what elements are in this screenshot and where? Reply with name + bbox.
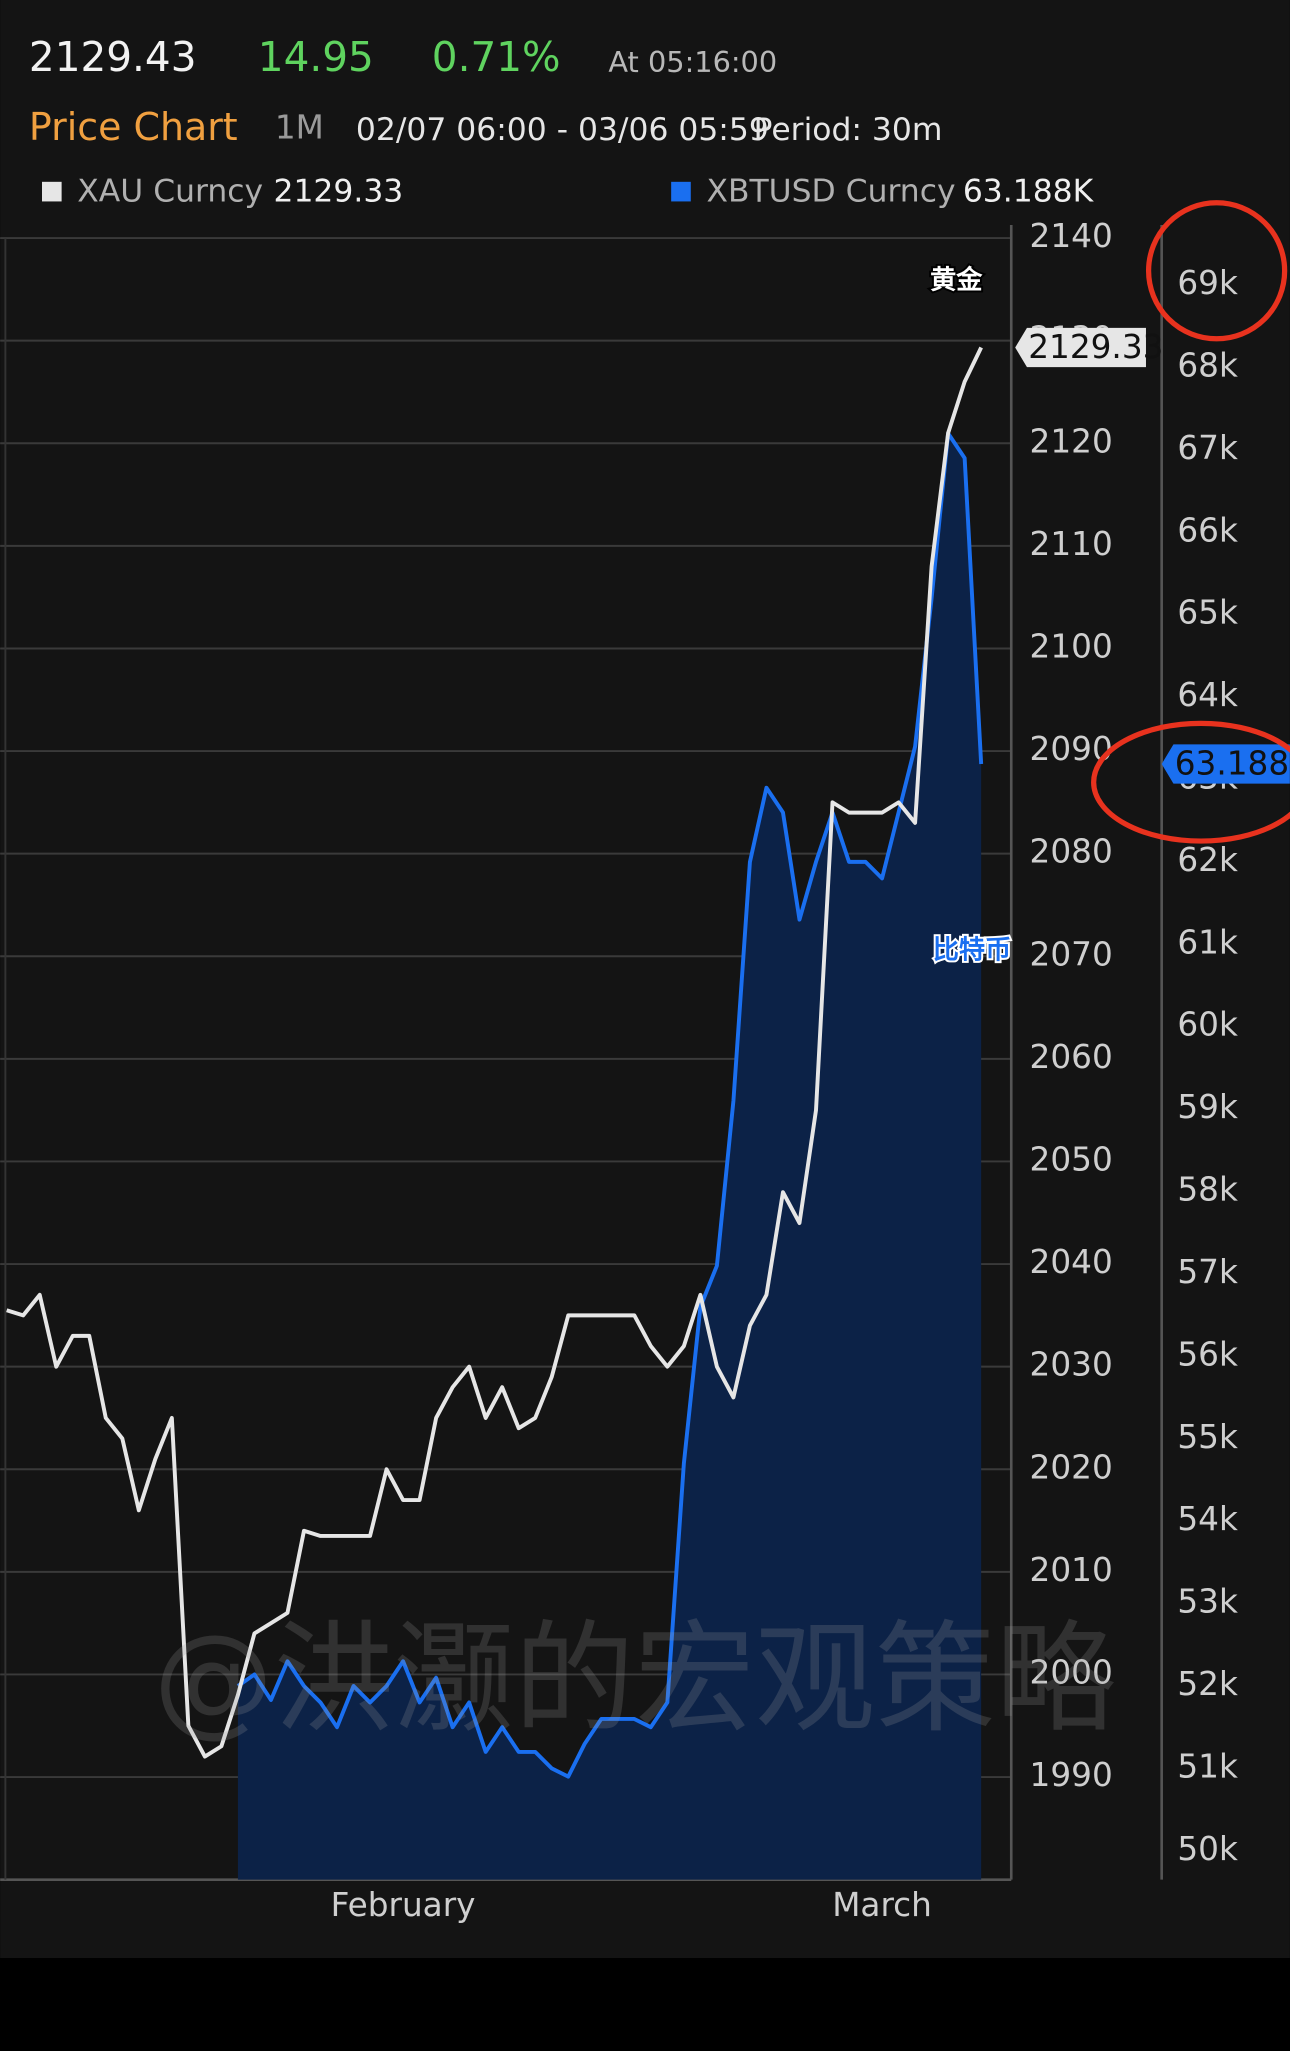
y-tick-label: 1990 xyxy=(1030,1756,1113,1794)
y-tick-label: 2080 xyxy=(1030,833,1113,871)
period: Period: 30m xyxy=(754,112,943,148)
highlight-circle xyxy=(1091,720,1290,844)
legend-value: 63.188K xyxy=(963,173,1095,209)
y2-tick-label: 64k xyxy=(1177,676,1238,714)
legend-label: XAU Curncy xyxy=(77,173,263,209)
y2-tick-label: 65k xyxy=(1177,594,1238,632)
y2-tick-label: 54k xyxy=(1177,1500,1238,1538)
y2-tick-label: 60k xyxy=(1177,1006,1238,1044)
y-tick-label: 2070 xyxy=(1030,935,1113,973)
line xyxy=(6,346,983,1759)
plot-area: 1990 2000 2010 2020 2030 2040 2050 2060 2070 2080… xyxy=(0,217,1290,1924)
y2-tick-label: 67k xyxy=(1177,429,1238,467)
watermark: @洪灏的宏观策略 xyxy=(153,1610,1116,1750)
y-tick-label: 2040 xyxy=(1030,1243,1113,1281)
y2-tick-label: 50k xyxy=(1177,1830,1238,1868)
y2-tick-label: 51k xyxy=(1177,1747,1238,1785)
chart-title: Price Chart xyxy=(29,105,238,149)
area xyxy=(237,433,982,1880)
y-tick-label: 2030 xyxy=(1030,1346,1113,1384)
y-tick-label: 2140 xyxy=(1030,217,1113,255)
timestamp: At 05:16:00 xyxy=(608,45,777,79)
range-button[interactable]: 1M xyxy=(275,108,324,146)
y2-tick-label: 53k xyxy=(1177,1583,1238,1621)
y-tick-label: 2100 xyxy=(1030,627,1113,665)
x-tick-label: March xyxy=(832,1886,932,1924)
y2-tick-label: 52k xyxy=(1177,1665,1238,1703)
y-tick-label: 2120 xyxy=(1030,422,1113,460)
y2-tick-label: 69k xyxy=(1177,264,1238,302)
price-tag-label: 2129.33 xyxy=(1028,328,1163,366)
y2-tick-label: 66k xyxy=(1177,511,1238,549)
y2-tick-label: 59k xyxy=(1177,1088,1238,1126)
annotation: 黄金 xyxy=(930,265,983,296)
legend-swatch xyxy=(671,181,691,202)
price-tag xyxy=(1015,327,1146,368)
annotation: 比特币 xyxy=(933,934,1011,965)
y2-tick-label: 61k xyxy=(1177,923,1238,961)
y-tick-label: 2000 xyxy=(1030,1653,1113,1691)
percent-change: 0.71% xyxy=(432,33,561,81)
bottom-bar xyxy=(0,1958,1290,2051)
line xyxy=(236,431,984,1779)
price-change: 14.95 xyxy=(258,33,374,81)
price-tag-label: 63.188 xyxy=(1175,744,1289,782)
y2-tick-label: 58k xyxy=(1177,1171,1238,1209)
legend-label: XBTUSD Curncy xyxy=(706,173,955,209)
legend-swatch xyxy=(41,181,62,202)
y-tick-label: 2050 xyxy=(1030,1140,1113,1178)
y2-tick-label: 68k xyxy=(1177,346,1238,384)
y-tick-label: 2020 xyxy=(1030,1448,1113,1486)
y2-tick-label: 62k xyxy=(1177,841,1238,879)
date-range: 02/07 06:00 - 03/06 05:59 xyxy=(356,112,769,148)
y2-tick-label: 55k xyxy=(1177,1418,1238,1456)
x-tick-label: February xyxy=(331,1886,476,1924)
legend-value: 2129.33 xyxy=(274,173,404,209)
highlight-circle xyxy=(1145,200,1288,342)
y-tick-label: 2010 xyxy=(1030,1551,1113,1589)
y-tick-label: 2060 xyxy=(1030,1038,1113,1076)
y2-tick-label: 57k xyxy=(1177,1253,1238,1291)
y-tick-label: 2110 xyxy=(1030,525,1113,563)
y2-tick-label: 56k xyxy=(1177,1335,1238,1373)
price-tag xyxy=(1161,744,1290,784)
background xyxy=(0,0,1290,1959)
last-price: 2129.43 xyxy=(29,33,197,81)
